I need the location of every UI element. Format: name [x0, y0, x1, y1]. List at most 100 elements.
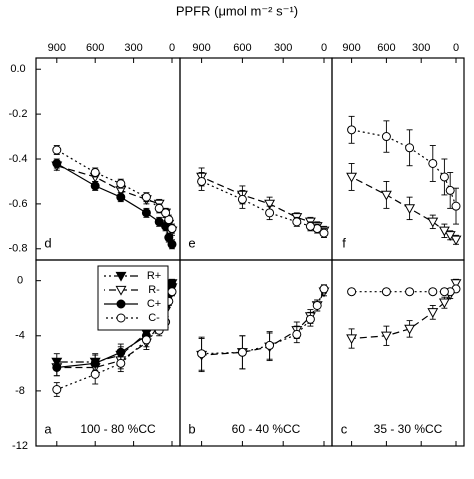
y-tick-label: 0 — [17, 275, 23, 287]
x-tick-label: 600 — [377, 42, 395, 54]
data-point-R- — [380, 331, 392, 342]
data-point-C- — [116, 179, 126, 189]
data-point-C- — [381, 287, 391, 297]
data-point-C+ — [52, 158, 62, 168]
panel-condition: 60 - 40 %CC — [232, 422, 301, 436]
data-point-C- — [347, 287, 357, 297]
x-tick-label: 600 — [86, 42, 104, 54]
legend-marker — [116, 313, 126, 323]
y-tick-label: -0.4 — [9, 153, 28, 165]
x-tick-label: 300 — [274, 42, 292, 54]
y-tick-label: -0.8 — [9, 243, 28, 255]
data-point-C- — [319, 228, 329, 238]
panel-letter: e — [188, 235, 195, 250]
data-point-R- — [404, 324, 416, 335]
data-point-C- — [90, 369, 100, 379]
data-point-C- — [292, 217, 302, 227]
data-point-C- — [116, 358, 126, 368]
panel-condition: 100 - 80 %CC — [80, 422, 156, 436]
panel-letter: a — [44, 421, 52, 436]
x-axis-title: PPFR (μmol m⁻² s⁻¹) — [176, 3, 298, 18]
legend-label: R- — [148, 284, 160, 296]
x-tick-label: 0 — [453, 42, 459, 54]
data-point-C- — [141, 335, 151, 345]
x-tick-label: 0 — [169, 42, 175, 54]
data-point-C- — [197, 349, 207, 359]
panel-letter: d — [44, 235, 51, 250]
data-point-C- — [197, 176, 207, 186]
y-tick-label: -0.2 — [9, 108, 28, 120]
data-point-C- — [154, 203, 164, 213]
data-point-C+ — [90, 181, 100, 191]
data-point-C- — [319, 284, 329, 294]
y-tick-label: 0.0 — [10, 63, 25, 75]
data-point-R- — [450, 235, 462, 246]
x-tick-label: 900 — [48, 42, 66, 54]
data-point-C+ — [154, 217, 164, 227]
data-point-C- — [439, 287, 449, 297]
data-point-R- — [264, 199, 276, 210]
panel-letter: c — [341, 421, 348, 436]
legend-box — [97, 265, 169, 331]
data-point-R- — [438, 298, 450, 309]
data-point-R- — [450, 279, 462, 290]
data-point-C- — [167, 287, 177, 297]
x-tick-label: 600 — [233, 42, 251, 54]
data-point-C- — [305, 221, 315, 231]
y-tick-label: -8 — [15, 385, 25, 397]
data-point-C- — [439, 172, 449, 182]
legend-label: R+ — [147, 270, 161, 282]
series-line-C- — [201, 180, 325, 234]
y-tick-label: -12 — [12, 440, 28, 452]
data-point-C- — [451, 201, 461, 211]
data-point-C- — [161, 208, 171, 218]
data-point-C- — [90, 167, 100, 177]
series-line-R- — [56, 165, 173, 232]
data-point-R- — [427, 217, 439, 228]
data-point-C+ — [164, 233, 174, 243]
data-point-R- — [404, 204, 416, 215]
data-point-C- — [381, 132, 391, 142]
plot-area: 0 0 0 300 300 300 600 600 600 900 900 900 PPFR (μmol… — [9, 3, 465, 452]
x-tick-label: 0 — [321, 42, 327, 54]
data-point-R- — [444, 231, 456, 241]
data-point-C- — [428, 287, 438, 297]
data-point-R- — [346, 334, 358, 345]
x-tick-label: 300 — [124, 42, 142, 54]
data-point-C- — [167, 224, 177, 234]
y-tick-label: -0.6 — [9, 198, 28, 210]
series-line-R- — [351, 176, 457, 241]
series-line-C- — [56, 291, 173, 391]
y-tick-label: -4 — [15, 330, 25, 342]
series-line-C- — [56, 149, 173, 229]
x-tick-label: 900 — [192, 42, 210, 54]
panel-frame — [35, 259, 181, 447]
data-point-C+ — [141, 208, 151, 218]
data-point-C- — [237, 194, 247, 204]
data-point-C- — [312, 300, 322, 310]
data-point-C- — [237, 347, 247, 357]
data-point-C- — [405, 143, 415, 153]
panel-letter: f — [342, 235, 346, 250]
data-point-R- — [438, 226, 450, 237]
data-point-C- — [445, 185, 455, 195]
legend-label: C+ — [147, 298, 161, 310]
x-tick-label: 300 — [412, 42, 430, 54]
legend-marker — [116, 299, 126, 309]
data-point-C- — [265, 340, 275, 350]
data-point-C- — [141, 192, 151, 202]
legend-label: C- — [148, 312, 160, 324]
series-line-R- — [201, 176, 325, 232]
data-point-C+ — [116, 192, 126, 202]
legend-marker — [115, 285, 127, 296]
data-point-C- — [52, 145, 62, 155]
data-point-C- — [52, 385, 62, 395]
data-point-R- — [427, 308, 439, 318]
data-point-R- — [380, 190, 392, 201]
panel-condition: 35 - 30 %CC — [374, 422, 443, 436]
data-point-C- — [305, 314, 315, 324]
series-line-C- — [351, 129, 457, 207]
data-point-C+ — [52, 362, 62, 372]
